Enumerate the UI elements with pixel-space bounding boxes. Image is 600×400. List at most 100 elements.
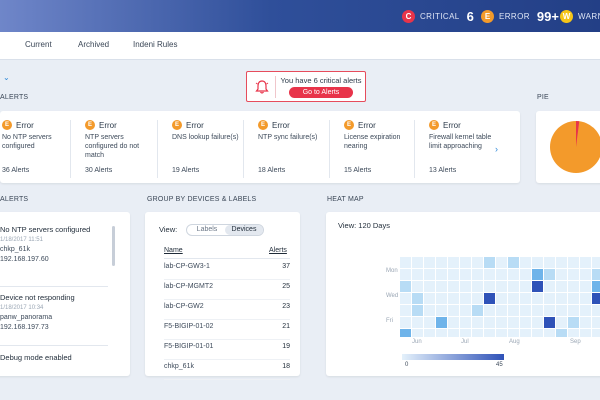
heatmap-cell[interactable]	[544, 305, 555, 316]
heatmap-cell[interactable]	[532, 305, 543, 316]
heatmap-cell[interactable]	[460, 269, 471, 280]
heatmap-cell[interactable]	[436, 305, 447, 316]
heatmap-cell[interactable]	[460, 329, 471, 337]
heatmap-cell[interactable]	[472, 329, 483, 337]
heatmap-cell[interactable]	[568, 257, 579, 268]
alert-card[interactable]: E Error License expiration nearing 15 Ale…	[329, 120, 411, 178]
heatmap-cell[interactable]	[412, 317, 423, 328]
heatmap-cell[interactable]	[568, 305, 579, 316]
heatmap-cell[interactable]	[532, 281, 543, 292]
heatmap-cell[interactable]	[460, 293, 471, 304]
heatmap-cell[interactable]	[520, 281, 531, 292]
heatmap-cell[interactable]	[448, 281, 459, 292]
heatmap-cell[interactable]	[448, 293, 459, 304]
error-stat[interactable]: E ERROR 99+	[481, 8, 559, 24]
heatmap-cell[interactable]	[472, 269, 483, 280]
alert-card[interactable]: E Error NTP sync failure(s) 18 Alerts	[243, 120, 325, 178]
heatmap-cell[interactable]	[472, 305, 483, 316]
heatmap-cell[interactable]	[580, 329, 591, 337]
heatmap-cell[interactable]	[544, 293, 555, 304]
heatmap-cell[interactable]	[580, 269, 591, 280]
table-row[interactable]: chkp_61k 18	[164, 360, 290, 380]
heatmap-cell[interactable]	[460, 317, 471, 328]
heatmap-cell[interactable]	[580, 305, 591, 316]
heatmap-cell[interactable]	[460, 257, 471, 268]
heatmap-cell[interactable]	[424, 269, 435, 280]
tab-current[interactable]: Current	[25, 40, 52, 49]
heatmap-cell[interactable]	[556, 317, 567, 328]
heatmap-cell[interactable]	[532, 329, 543, 337]
heatmap-cell[interactable]	[460, 305, 471, 316]
heatmap-cell[interactable]	[556, 305, 567, 316]
heatmap-cell[interactable]	[412, 305, 423, 316]
heatmap-cell[interactable]	[580, 293, 591, 304]
heatmap-cell[interactable]	[544, 269, 555, 280]
heatmap-cell[interactable]	[568, 281, 579, 292]
heatmap-cell[interactable]	[436, 269, 447, 280]
heatmap-cell[interactable]	[520, 329, 531, 337]
heatmap-cell[interactable]	[496, 317, 507, 328]
tab-archived[interactable]: Archived	[78, 40, 110, 49]
heatmap-cell[interactable]	[484, 329, 495, 337]
heatmap-cell[interactable]	[412, 329, 423, 337]
scrollbar[interactable]	[112, 226, 115, 266]
heatmap-cell[interactable]	[448, 257, 459, 268]
heatmap-cell[interactable]	[580, 317, 591, 328]
heatmap-cell[interactable]	[520, 269, 531, 280]
heatmap-cell[interactable]	[496, 257, 507, 268]
heatmap-cell[interactable]	[472, 281, 483, 292]
heatmap-cell[interactable]	[484, 281, 495, 292]
table-row[interactable]: lab-CP-MGMT2 25	[164, 280, 290, 300]
list-item[interactable]: No NTP servers configured 1/18/2017 11:5…	[0, 225, 112, 263]
heatmap-cell[interactable]	[580, 257, 591, 268]
heatmap-cell[interactable]	[400, 257, 411, 268]
heatmap-cell[interactable]	[508, 317, 519, 328]
heatmap-view-label[interactable]: View: 120 Days	[338, 221, 390, 230]
heatmap-cell[interactable]	[544, 257, 555, 268]
heatmap-cell[interactable]	[424, 305, 435, 316]
list-item[interactable]: Device not responding 1/18/2017 10:34 pa…	[0, 293, 112, 331]
heatmap-cell[interactable]	[592, 317, 600, 328]
heatmap-cell[interactable]	[508, 305, 519, 316]
heatmap-cell[interactable]	[580, 281, 591, 292]
heatmap-cell[interactable]	[592, 305, 600, 316]
heatmap-cell[interactable]	[520, 257, 531, 268]
heatmap-cell[interactable]	[400, 317, 411, 328]
heatmap-cell[interactable]	[544, 281, 555, 292]
heatmap-cell[interactable]	[508, 257, 519, 268]
heatmap-cell[interactable]	[496, 293, 507, 304]
heatmap-cell[interactable]	[532, 257, 543, 268]
heatmap-cell[interactable]	[484, 305, 495, 316]
heatmap-cell[interactable]	[436, 317, 447, 328]
heatmap-cell[interactable]	[424, 281, 435, 292]
heatmap-cell[interactable]	[496, 281, 507, 292]
go-to-alerts-button[interactable]: Go to Alerts	[289, 87, 353, 98]
heatmap-cell[interactable]	[532, 317, 543, 328]
heatmap-cell[interactable]	[436, 329, 447, 337]
heatmap-cell[interactable]	[424, 317, 435, 328]
name-column-header[interactable]: Name	[164, 247, 183, 254]
devices-option[interactable]: Devices	[225, 225, 263, 235]
heatmap-cell[interactable]	[424, 293, 435, 304]
heatmap-cell[interactable]	[508, 293, 519, 304]
table-row[interactable]: F5-BIGIP-01-01 19	[164, 340, 290, 360]
heatmap-cell[interactable]	[508, 269, 519, 280]
heatmap-cell[interactable]	[592, 329, 600, 337]
heatmap-cell[interactable]	[592, 257, 600, 268]
heatmap-cell[interactable]	[460, 281, 471, 292]
heatmap-cell[interactable]	[436, 257, 447, 268]
heatmap-cell[interactable]	[472, 257, 483, 268]
heatmap-cell[interactable]	[532, 269, 543, 280]
heatmap-cell[interactable]	[556, 293, 567, 304]
heatmap-cell[interactable]	[424, 329, 435, 337]
heatmap-cell[interactable]	[592, 269, 600, 280]
heatmap-cell[interactable]	[508, 329, 519, 337]
heatmap-cell[interactable]	[496, 329, 507, 337]
heatmap-cell[interactable]	[400, 269, 411, 280]
heatmap-cell[interactable]	[592, 281, 600, 292]
heatmap-cell[interactable]	[508, 281, 519, 292]
alert-card[interactable]: E Error Firewall kernel table limit appro…	[414, 120, 496, 178]
alert-card[interactable]: E Error NTP servers configured do not mat…	[70, 120, 152, 178]
chevron-right-icon[interactable]: ›	[495, 144, 498, 154]
heatmap-cell[interactable]	[556, 257, 567, 268]
